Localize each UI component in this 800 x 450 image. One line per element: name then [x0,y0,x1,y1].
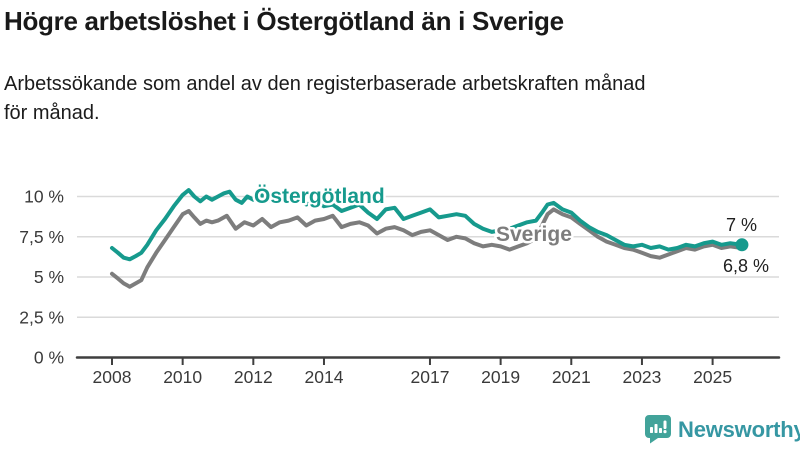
chart-subtitle: Arbetssökande som andel av den registerb… [4,70,784,128]
newsworthy-logo: Newsworthy [645,415,800,444]
x-axis-tick-label: 2023 [622,367,661,387]
y-axis-tick-label: 7,5 % [19,227,64,247]
speech-bubble-shape [645,415,671,444]
x-axis-tick-label: 2025 [693,367,732,387]
line-chart: 0 % 2,5 % 5 % 7,5 % 10 % 2008 2010 2012 2014 2017… [19,183,781,387]
end-value-sverige: 6,8 % [723,256,769,276]
series-line-sverige [110,207,744,289]
series-end-dot [735,238,749,252]
x-axis-tick-label: 2010 [163,367,202,387]
x-axis-tick-label: 2014 [305,367,344,387]
data-series [110,188,749,289]
x-axis-tick-label: 2019 [481,367,520,387]
x-axis-tick-label: 2012 [234,367,273,387]
subtitle-line-2: för månad. [4,102,100,124]
y-axis-tick-label: 0 % [34,348,64,368]
x-axis-tick-label: 2017 [411,367,450,387]
mini-bar-chart [650,420,667,434]
y-axis-tick-label: 10 % [24,187,64,207]
y-axis-tick-label: 2,5 % [19,307,64,327]
newsworthy-icon [645,415,671,444]
end-value-ostergotland: 7 % [726,215,757,235]
series-label-ostergotland: Östergötland [254,185,385,208]
subtitle-line-1: Arbetssökande som andel av den registerb… [4,73,646,95]
newsworthy-wordmark: Newsworthy [678,416,800,442]
axes: 0 % 2,5 % 5 % 7,5 % 10 % 2008 2010 2012 2014 2017… [19,187,781,387]
x-axis-tick-label: 2021 [552,367,591,387]
x-axis-tick-label: 2008 [93,367,132,387]
series-line-östergötland [110,188,744,262]
chart-title: Högre arbetslöshet i Östergötland än i S… [4,6,564,36]
series-label-sverige: Sverige [496,223,572,246]
y-axis-tick-label: 5 % [34,267,64,287]
